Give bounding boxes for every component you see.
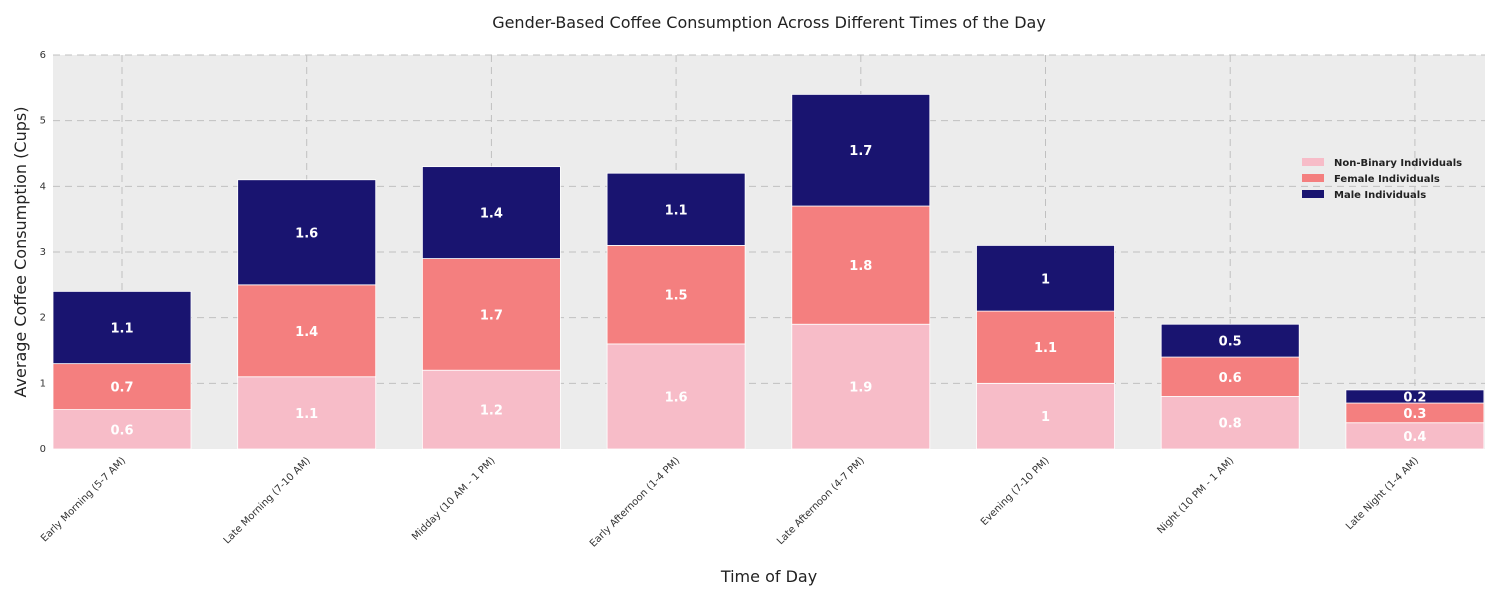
y-tick-label: 4 — [40, 181, 46, 192]
bar-value-label: 1.1 — [1034, 341, 1057, 356]
bar-segment — [52, 290, 192, 365]
bar-segment — [791, 323, 931, 450]
legend-item: Non-Binary Individuals — [1302, 158, 1462, 169]
bar-segment — [791, 94, 931, 207]
bar-segment — [52, 409, 192, 450]
bar-segment — [421, 166, 561, 259]
bar-value-label: 0.6 — [110, 423, 133, 438]
bar-segment — [421, 258, 561, 371]
legend-swatch — [1302, 174, 1324, 182]
bar-segment — [976, 245, 1115, 312]
bar-value-label: 0.3 — [1403, 407, 1426, 422]
bar-value-label: 1.1 — [295, 407, 318, 422]
bar-value-label: 0.5 — [1219, 335, 1242, 350]
bar-value-label: 0.8 — [1219, 417, 1242, 432]
bar-value-label: 1.7 — [480, 308, 503, 323]
bar-value-label: 1.5 — [665, 289, 688, 304]
y-tick-label: 6 — [40, 50, 46, 61]
bar-segment — [421, 369, 561, 450]
legend-label: Male Individuals — [1334, 190, 1426, 201]
bar-value-label: 1 — [1041, 410, 1050, 425]
legend-swatch — [1302, 190, 1324, 198]
y-tick-label: 1 — [40, 378, 46, 389]
bar-segment — [237, 376, 377, 450]
y-tick-label: 2 — [40, 313, 46, 324]
x-axis-label: Time of Day — [720, 567, 817, 586]
bar-value-label: 1.1 — [110, 322, 133, 337]
legend: Non-Binary Individuals Female Individuals… — [1302, 158, 1462, 201]
chart-title: Gender-Based Coffee Consumption Across D… — [492, 13, 1046, 32]
legend-swatch — [1302, 158, 1324, 166]
bar-value-label: 1.8 — [849, 259, 872, 274]
y-tick-label: 5 — [40, 116, 46, 127]
y-axis-label: Average Coffee Consumption (Cups) — [11, 107, 30, 398]
legend-label: Female Individuals — [1334, 174, 1440, 185]
legend-item: Male Individuals — [1302, 190, 1426, 201]
bar-value-label: 1 — [1041, 272, 1050, 287]
bar-segment — [606, 172, 746, 246]
bar-segment — [1160, 356, 1300, 397]
bar-labels: 0.6 0.7 1.1 1.1 1.4 1.6 1.2 1.7 1.4 1.6 1.5 1.1 1.9 1… — [110, 144, 1426, 445]
bars — [52, 94, 1485, 450]
bar-value-label: 1.6 — [295, 226, 318, 241]
bar-value-label: 0.7 — [110, 381, 133, 396]
y-tick-label: 0 — [40, 444, 46, 455]
bar-segment — [976, 310, 1115, 384]
bar-segment — [606, 343, 746, 450]
bar-value-label: 1.6 — [665, 390, 688, 405]
bar-segment — [1345, 389, 1485, 404]
bar-segment — [606, 245, 746, 345]
bar-segment — [1160, 323, 1300, 358]
bar-segment — [791, 205, 931, 325]
legend-item: Female Individuals — [1302, 174, 1440, 185]
bar-value-label: 1.4 — [480, 207, 503, 222]
bar-segment — [237, 179, 377, 286]
bar-segment — [237, 284, 377, 378]
bar-value-label: 0.4 — [1403, 430, 1426, 445]
bar-value-label: 1.9 — [849, 381, 872, 396]
y-tick-label: 3 — [40, 247, 46, 258]
bar-value-label: 1.4 — [295, 325, 318, 340]
bar-segment — [976, 382, 1115, 450]
bar-segment — [1160, 396, 1300, 450]
bar-segment — [52, 363, 192, 410]
bar-value-label: 1.7 — [849, 144, 872, 159]
bar-value-label: 1.1 — [665, 203, 688, 218]
y-axis-ticks: 0 1 2 3 4 5 6 — [40, 50, 46, 455]
bar-value-label: 0.2 — [1403, 390, 1426, 405]
bar-value-label: 0.6 — [1219, 371, 1242, 386]
bar-value-label: 1.2 — [480, 404, 503, 419]
legend-label: Non-Binary Individuals — [1334, 158, 1462, 169]
